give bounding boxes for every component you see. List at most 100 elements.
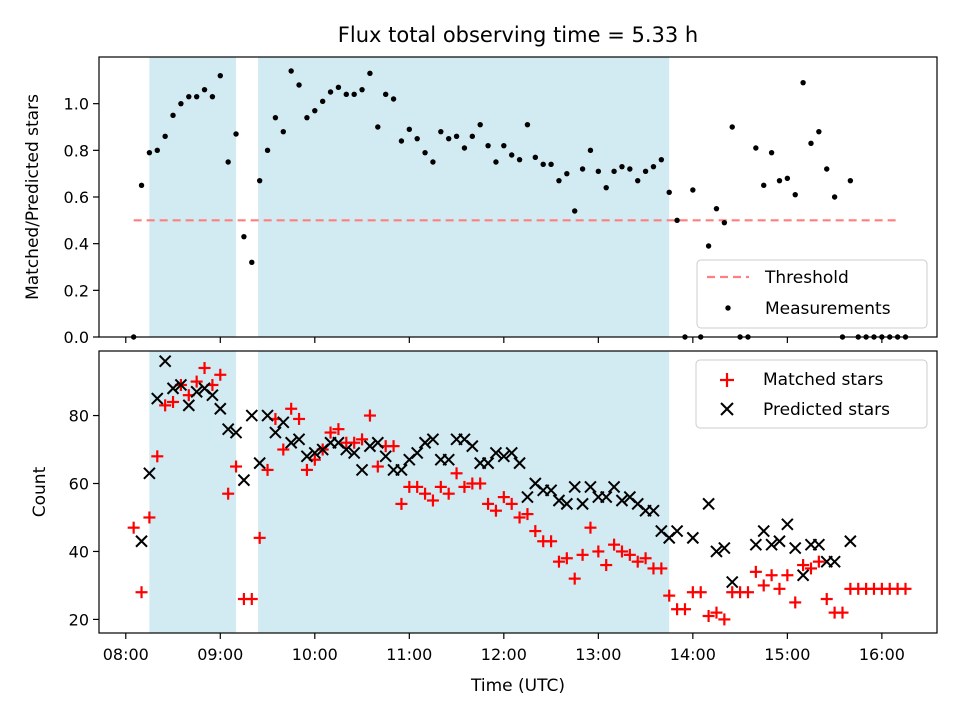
ratio-y-tick-label-3: 0.6 bbox=[64, 188, 89, 207]
x-tick-label-3: 11:00 bbox=[386, 645, 432, 664]
x-tick-label-7: 15:00 bbox=[764, 645, 810, 664]
count-y-axis-ticks: 20 40 60 80 bbox=[69, 407, 99, 629]
measurement-point-84 bbox=[792, 191, 798, 198]
count-legend-box bbox=[695, 359, 928, 429]
matched-point-20 bbox=[285, 402, 298, 415]
predicted-point-9 bbox=[206, 388, 219, 402]
observing-window-top-1 bbox=[258, 57, 670, 337]
matched-point-9 bbox=[198, 361, 211, 374]
matched-point-37 bbox=[419, 487, 432, 500]
measurement-point-87 bbox=[816, 128, 822, 135]
matched-point-98 bbox=[899, 582, 912, 595]
predicted-point-68 bbox=[670, 524, 684, 538]
measurement-point-17 bbox=[264, 147, 271, 154]
predicted-point-77 bbox=[773, 535, 786, 548]
measurement-point-7 bbox=[186, 93, 192, 100]
count-series bbox=[127, 354, 912, 626]
matched-point-19 bbox=[277, 443, 290, 456]
measurement-point-47 bbox=[501, 142, 507, 149]
matched-point-58 bbox=[584, 521, 597, 534]
measurement-point-50 bbox=[524, 121, 531, 128]
measurement-point-56 bbox=[572, 208, 578, 214]
matched-point-45 bbox=[482, 497, 495, 510]
measurement-point-16 bbox=[256, 177, 263, 184]
measurement-point-59 bbox=[595, 168, 602, 175]
predicted-point-0 bbox=[135, 535, 148, 548]
matched-point-21 bbox=[293, 412, 306, 425]
matched-point-4 bbox=[159, 399, 172, 412]
measurement-point-91 bbox=[847, 177, 854, 184]
matched-legend-label: Matched stars bbox=[763, 370, 883, 390]
matched-point-88 bbox=[820, 593, 833, 606]
predicted-point-10 bbox=[214, 402, 227, 415]
predicted-point-52 bbox=[544, 484, 558, 497]
predicted-point-27 bbox=[347, 446, 361, 460]
count-panel: 20 40 60 80 08:00 09:00 10:00 11:00 12:00 13:00 1… bbox=[30, 350, 938, 696]
predicted-point-5 bbox=[174, 378, 188, 392]
matched-point-13 bbox=[230, 460, 243, 473]
predicted-point-78 bbox=[781, 518, 794, 531]
ratio-y-tick-label-4: 0.8 bbox=[64, 141, 89, 160]
measurement-point-2 bbox=[146, 149, 153, 156]
measurement-point-15 bbox=[249, 259, 255, 266]
predicted-point-74 bbox=[749, 538, 763, 551]
measurement-point-57 bbox=[579, 166, 586, 172]
predicted-point-30 bbox=[371, 436, 385, 449]
measurement-point-4 bbox=[162, 133, 168, 140]
matched-point-47 bbox=[497, 491, 510, 504]
measurement-point-18 bbox=[272, 114, 279, 121]
measurement-point-42 bbox=[461, 145, 468, 151]
predicted-point-29 bbox=[363, 439, 377, 453]
matched-point-12 bbox=[222, 487, 235, 500]
matched-point-17 bbox=[261, 463, 274, 476]
matched-point-68 bbox=[663, 589, 676, 602]
matched-point-59 bbox=[592, 545, 605, 558]
predicted-point-37 bbox=[426, 433, 440, 446]
predicted-point-33 bbox=[395, 463, 408, 477]
count-y-tick-label-1: 40 bbox=[69, 542, 89, 561]
measurement-point-81 bbox=[768, 149, 775, 156]
ratio-y-tick-label-0: 0.0 bbox=[64, 328, 89, 347]
predicted-point-44 bbox=[481, 456, 495, 470]
matched-point-63 bbox=[623, 548, 636, 561]
measurement-point-34 bbox=[398, 138, 405, 144]
matched-point-26 bbox=[332, 423, 345, 436]
measurement-point-65 bbox=[642, 168, 649, 175]
predicted-point-80 bbox=[796, 569, 810, 582]
matched-point-82 bbox=[773, 582, 786, 595]
measurement-point-33 bbox=[390, 96, 397, 102]
count-y-tick-label-3: 80 bbox=[69, 407, 89, 426]
matched-point-65 bbox=[639, 552, 652, 565]
matched-point-42 bbox=[458, 480, 471, 493]
measurement-point-11 bbox=[217, 72, 223, 79]
measurement-point-71 bbox=[690, 187, 696, 193]
measurement-point-39 bbox=[438, 128, 444, 135]
matched-point-49 bbox=[513, 511, 526, 524]
matched-point-34 bbox=[395, 497, 408, 510]
measurement-point-69 bbox=[674, 217, 680, 224]
measurement-point-74 bbox=[713, 205, 720, 212]
matched-point-38 bbox=[426, 494, 439, 507]
measurement-point-53 bbox=[548, 161, 554, 168]
ratio-legend: Threshold Measurements bbox=[696, 259, 928, 329]
measurement-point-31 bbox=[375, 124, 381, 130]
matched-point-78 bbox=[741, 586, 754, 599]
matched-point-87 bbox=[812, 555, 825, 568]
x-tick-label-2: 10:00 bbox=[292, 645, 338, 664]
matched-legend-marker bbox=[720, 373, 734, 387]
measurement-point-73 bbox=[705, 243, 712, 249]
predicted-point-59 bbox=[600, 490, 613, 504]
measurement-point-60 bbox=[603, 184, 609, 191]
predicted-point-4 bbox=[166, 382, 180, 395]
predicted-point-85 bbox=[844, 535, 857, 548]
matched-point-90 bbox=[836, 606, 849, 619]
predicted-point-20 bbox=[292, 433, 306, 446]
ratio-y-axis-label: Matched/Predicted stars bbox=[23, 94, 43, 300]
measurement-point-37 bbox=[422, 149, 428, 156]
measurement-point-64 bbox=[635, 177, 641, 184]
predicted-point-48 bbox=[513, 456, 526, 470]
predicted-point-14 bbox=[245, 409, 259, 422]
predicted-point-35 bbox=[410, 446, 424, 460]
predicted-point-84 bbox=[828, 555, 841, 568]
